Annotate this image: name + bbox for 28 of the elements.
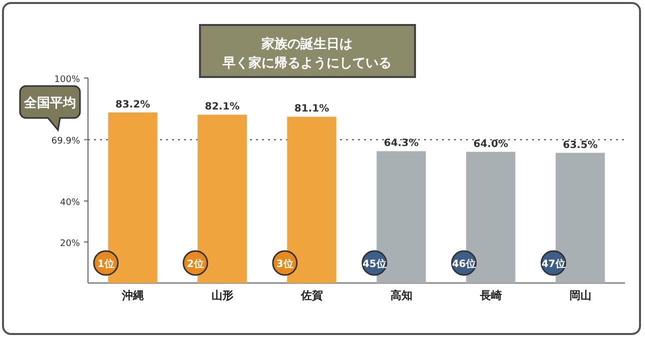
y-tick-label: 69.9% [51, 136, 80, 147]
x-tick-label: 長崎 [478, 289, 502, 302]
data-label: 81.1% [294, 104, 330, 115]
chart-subtitle: 早く家に帰るようにしている [222, 55, 392, 71]
chart-title: 家族の誕生日は [260, 36, 352, 52]
bar [376, 151, 426, 283]
data-label: 83.2% [115, 99, 150, 110]
x-tick-label: 岡山 [569, 289, 592, 302]
annotation: 3位 [276, 258, 294, 270]
data-label: 63.5% [562, 140, 598, 151]
annotation: 47位 [541, 258, 566, 270]
bar [466, 152, 516, 283]
bar [556, 152, 605, 283]
x-tick-label: 高知 [390, 289, 412, 302]
y-tick-label: 20% [60, 239, 80, 249]
data-label: 82.1% [204, 102, 240, 113]
ref-line-label: 全国平均 [23, 96, 76, 111]
y-tick-label: 100% [54, 75, 80, 85]
annotation: 45位 [362, 258, 386, 270]
x-tick-label: 山形 [211, 289, 234, 302]
data-label: 64.3% [384, 138, 419, 150]
annotation: 1位 [97, 258, 114, 270]
y-tick-label: 40% [60, 198, 80, 208]
x-tick-label: 沖縄 [120, 289, 144, 302]
annotation: 2位 [186, 258, 204, 270]
data-label: 64.0% [473, 138, 508, 150]
x-tick-label: 佐賀 [300, 289, 323, 302]
annotation: 46位 [452, 258, 476, 270]
